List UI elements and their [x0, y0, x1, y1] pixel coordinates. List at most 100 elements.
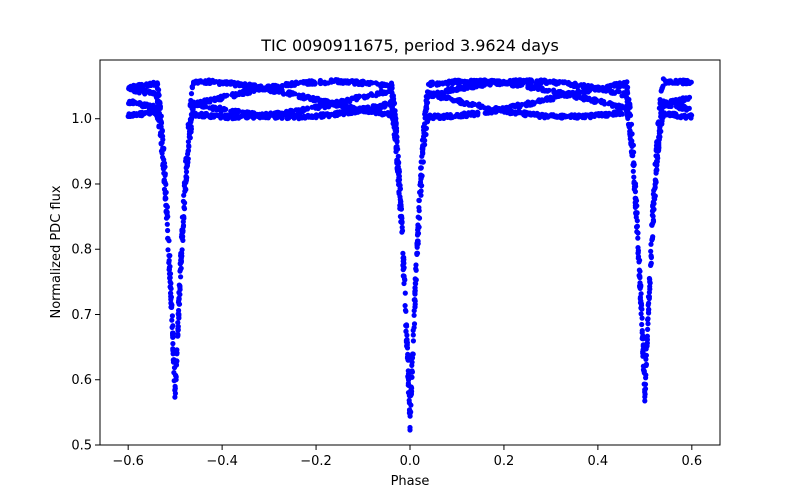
data-point: [679, 113, 685, 119]
data-point: [181, 204, 187, 210]
data-point: [650, 218, 657, 225]
data-point: [445, 86, 451, 92]
data-point: [241, 83, 247, 89]
data-point: [210, 113, 216, 119]
data-point: [440, 81, 446, 87]
data-point: [374, 90, 380, 96]
data-point: [134, 87, 141, 93]
data-point: [167, 279, 173, 285]
data-point: [407, 424, 413, 431]
data-point: [656, 145, 662, 151]
data-point: [420, 149, 426, 156]
data-point: [601, 98, 607, 105]
data-point: [379, 81, 385, 87]
data-point: [631, 160, 637, 166]
data-point: [187, 135, 193, 141]
data-point: [334, 100, 341, 106]
data-point: [176, 282, 182, 288]
data-point: [410, 351, 416, 357]
data-point: [180, 198, 186, 204]
x-tick-label: 0.4: [588, 454, 609, 469]
data-point: [653, 168, 659, 174]
data-point: [647, 286, 653, 292]
data-point: [499, 81, 505, 87]
data-point: [646, 307, 652, 313]
data-point: [183, 186, 189, 193]
data-point: [181, 180, 188, 186]
data-point: [639, 315, 645, 321]
data-point: [284, 115, 290, 122]
data-point: [166, 267, 172, 273]
data-point: [280, 90, 286, 96]
data-point: [373, 80, 379, 86]
data-point: [531, 101, 537, 107]
data-point: [635, 235, 641, 241]
data-point: [185, 156, 191, 162]
data-point: [674, 114, 681, 120]
data-point: [405, 382, 411, 388]
x-tick-label: −0.4: [206, 454, 238, 469]
data-point: [638, 302, 645, 308]
data-point: [639, 306, 645, 312]
data-point: [425, 93, 431, 99]
data-point: [240, 91, 246, 97]
data-point: [639, 328, 645, 334]
data-point: [425, 113, 431, 119]
data-point: [638, 298, 644, 304]
data-point: [155, 97, 161, 103]
data-point: [646, 294, 653, 300]
data-point: [230, 109, 236, 115]
data-point: [418, 192, 424, 198]
data-point: [475, 110, 481, 116]
data-point: [444, 95, 450, 101]
data-point: [168, 286, 174, 292]
data-point: [235, 110, 241, 116]
data-point: [625, 105, 632, 111]
data-point: [406, 400, 412, 406]
data-point: [172, 383, 178, 389]
data-point: [178, 265, 184, 271]
data-point: [572, 80, 578, 86]
data-point: [627, 136, 633, 142]
data-point: [394, 139, 400, 145]
data-point: [403, 328, 409, 335]
data-point: [644, 337, 651, 343]
data-point: [664, 111, 670, 117]
data-point: [631, 174, 637, 180]
data-point: [415, 214, 421, 220]
data-point: [609, 89, 615, 95]
data-point: [313, 105, 319, 111]
data-point: [158, 141, 164, 147]
data-point: [298, 107, 304, 113]
data-point: [126, 111, 132, 117]
data-point: [397, 213, 403, 220]
data-point: [212, 104, 218, 110]
data-point: [550, 79, 556, 85]
data-point: [160, 162, 166, 168]
data-point: [307, 81, 313, 87]
data-point: [506, 104, 512, 110]
data-point: [606, 83, 613, 89]
data-point: [169, 317, 175, 323]
data-point: [624, 99, 630, 105]
data-point: [420, 144, 426, 150]
data-point: [179, 214, 185, 220]
data-point: [505, 80, 511, 87]
data-point: [409, 359, 415, 365]
data-point: [656, 135, 662, 141]
data-point: [170, 348, 176, 354]
data-point: [389, 105, 395, 112]
data-point: [216, 81, 223, 87]
data-point: [410, 338, 416, 344]
data-point: [341, 98, 347, 105]
data-point: [409, 374, 415, 380]
data-point: [253, 112, 259, 118]
data-point: [224, 81, 230, 87]
data-point: [483, 79, 489, 85]
data-point: [176, 315, 182, 321]
data-point: [634, 224, 640, 230]
data-point: [357, 105, 363, 111]
data-point: [239, 112, 245, 118]
data-point: [418, 183, 424, 189]
